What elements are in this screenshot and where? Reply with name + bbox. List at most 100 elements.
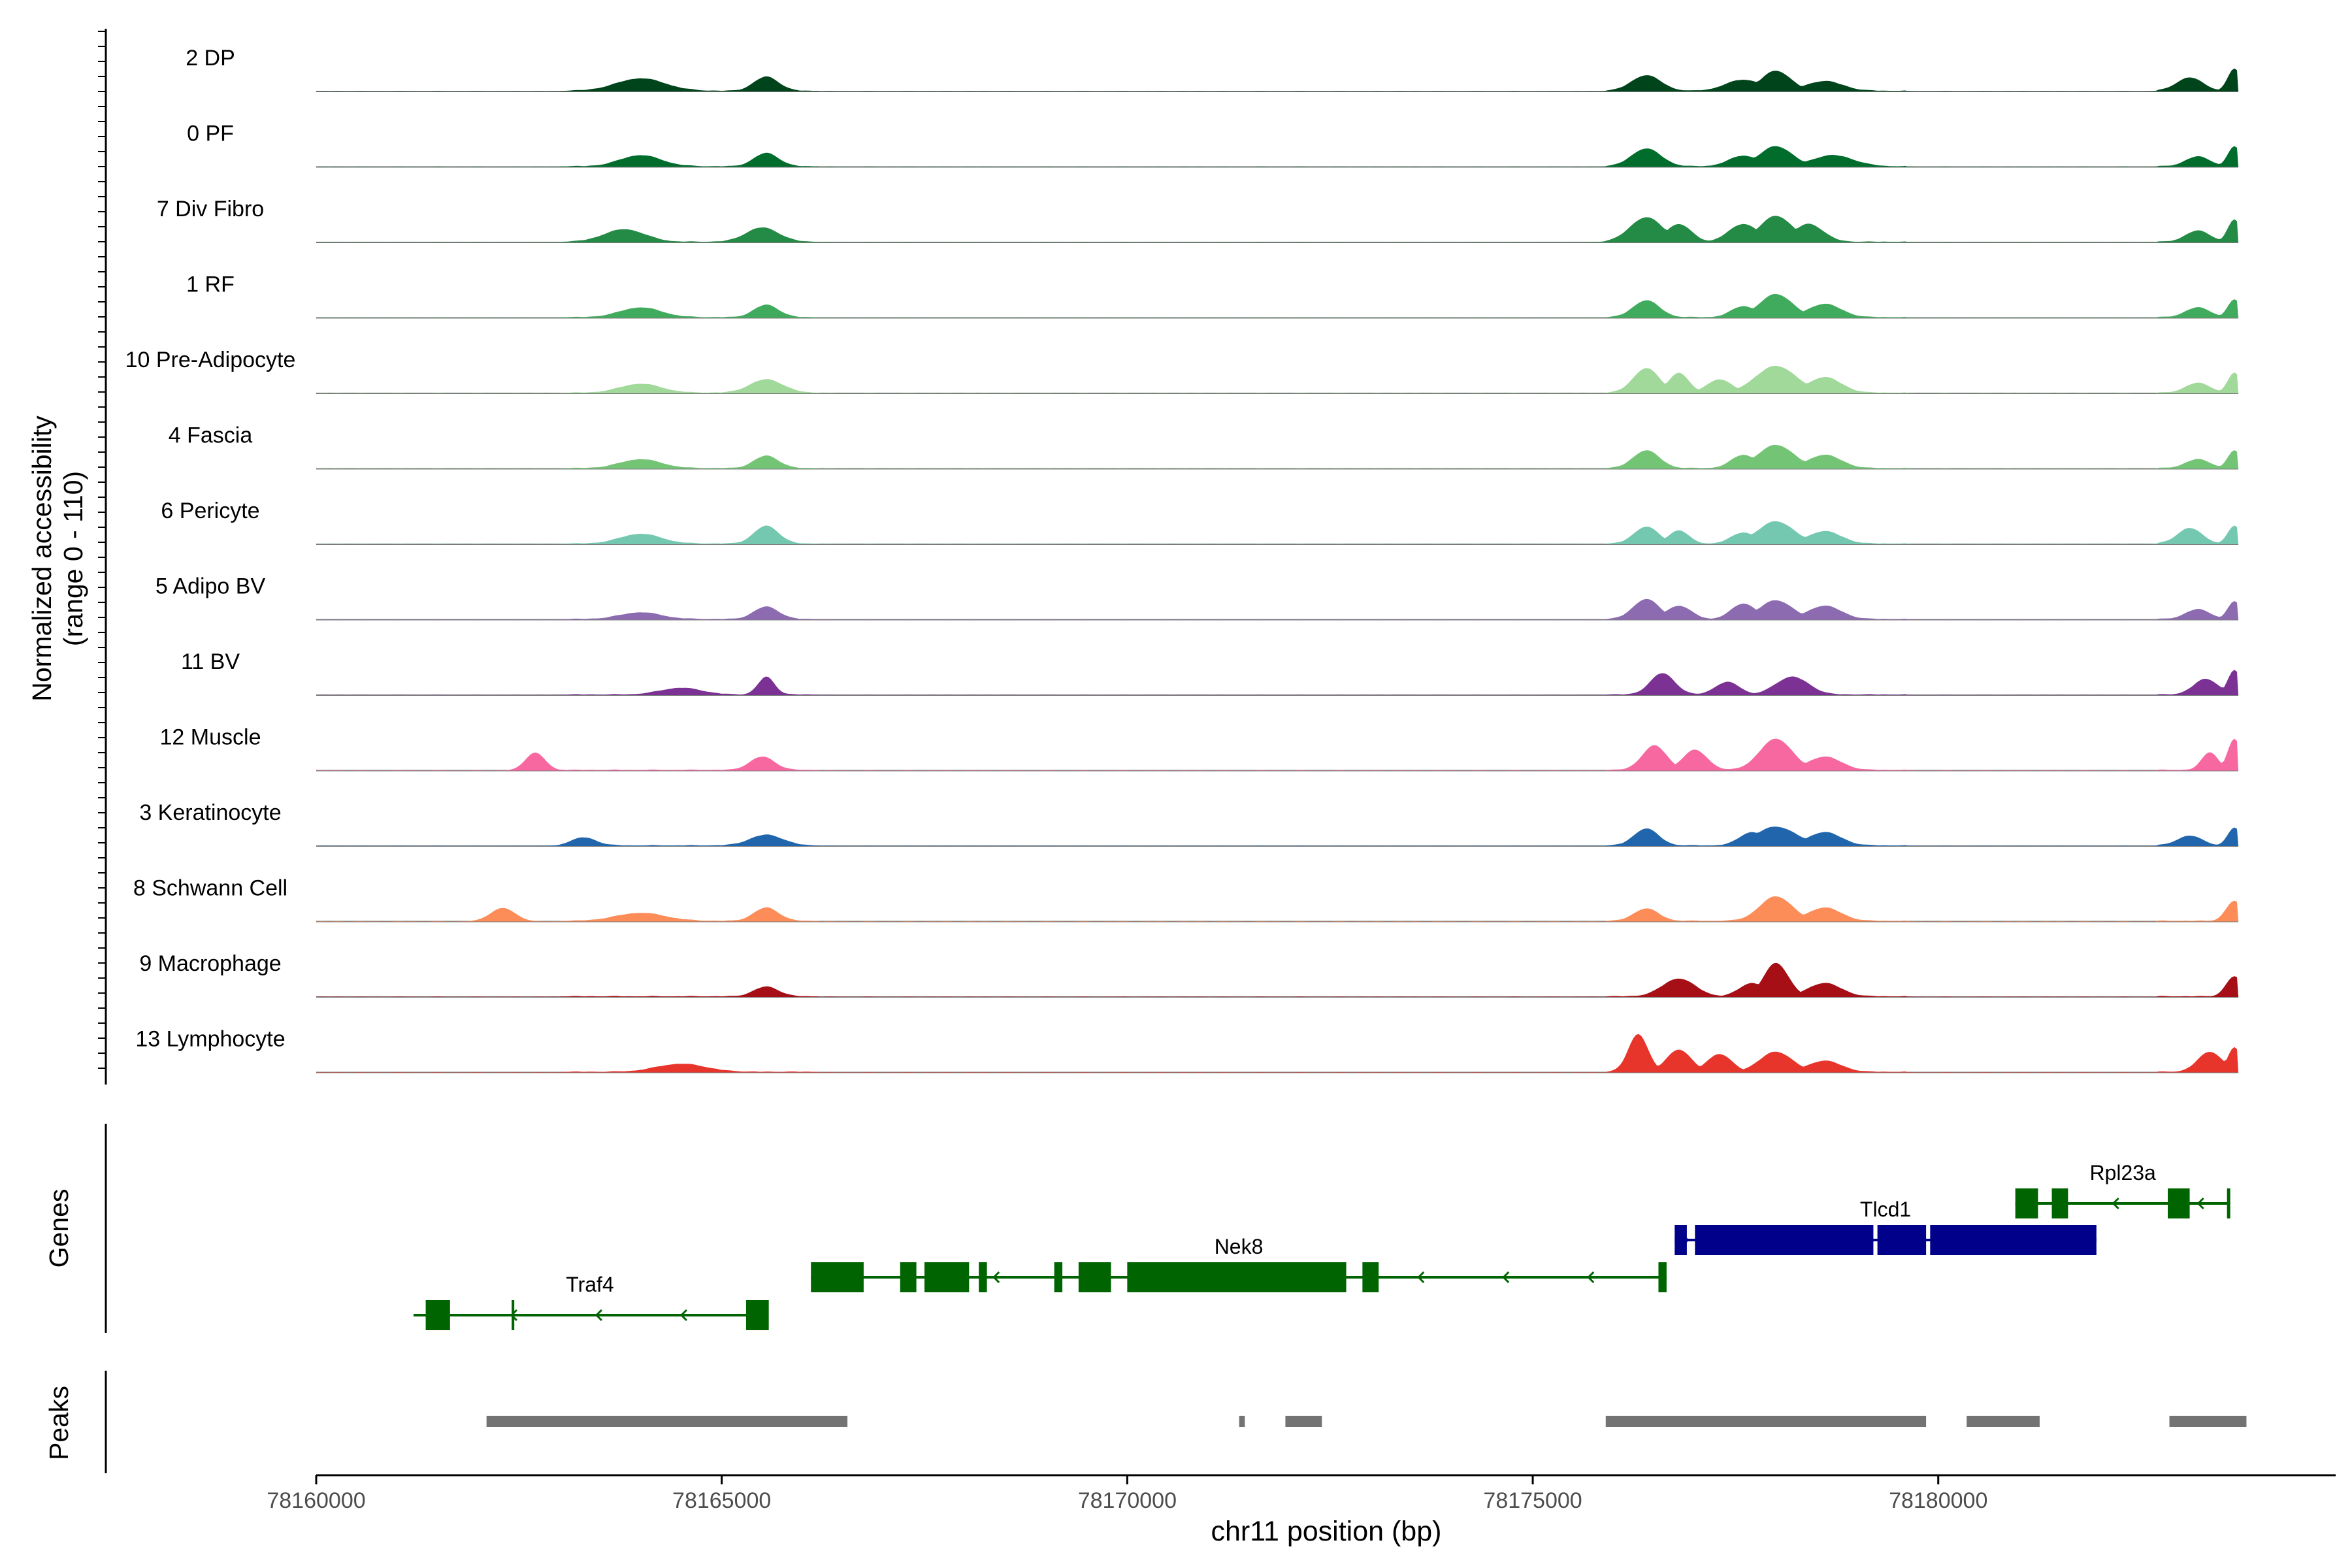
peak-region xyxy=(486,1416,848,1427)
track-label: 0 PF xyxy=(187,122,234,146)
track-8-schwann-cell: 8 Schwann Cell xyxy=(133,876,2239,923)
track-6-pericyte: 6 Pericyte xyxy=(161,498,2239,545)
coverage-area xyxy=(316,670,2239,695)
track-7-div-fibro: 7 Div Fibro xyxy=(157,197,2239,243)
gene-annotations: Traf4 Nek8 Tlcd1 Rpl23a xyxy=(413,1161,2230,1330)
exon xyxy=(1054,1262,1063,1292)
coverage-y-axis-ticks xyxy=(98,31,106,1069)
exon xyxy=(1362,1262,1379,1292)
track-9-macrophage: 9 Macrophage xyxy=(139,951,2239,998)
exon xyxy=(1078,1262,1111,1292)
exon xyxy=(811,1262,864,1292)
gene-nek8: Nek8 xyxy=(811,1235,1667,1292)
genes-panel-label: Genes xyxy=(44,1189,74,1268)
x-tick-label: 78170000 xyxy=(1078,1488,1177,1513)
track-label: 9 Macrophage xyxy=(139,951,281,976)
exon xyxy=(1674,1225,1687,1255)
exon xyxy=(979,1262,987,1292)
exon xyxy=(512,1300,515,1330)
strand-arrow xyxy=(1417,1271,1425,1284)
track-label: 13 Lymphocyte xyxy=(135,1027,285,1052)
x-tick-label: 78180000 xyxy=(1889,1488,1987,1513)
y-axis-title-range: (range 0 - 110) xyxy=(58,471,88,646)
exon xyxy=(2168,1188,2190,1218)
track-13-lymphocyte: 13 Lymphocyte xyxy=(135,1027,2239,1073)
track-2-dp: 2 DP xyxy=(186,46,2239,92)
peak-region xyxy=(1967,1416,2040,1427)
strand-arrow xyxy=(992,1271,1000,1284)
coverage-area xyxy=(316,146,2239,167)
x-tick-label: 78165000 xyxy=(672,1488,771,1513)
exon xyxy=(425,1300,450,1330)
coverage-area xyxy=(316,598,2239,620)
peak-region xyxy=(1239,1416,1245,1427)
strand-arrow xyxy=(595,1309,603,1322)
coverage-area xyxy=(316,68,2239,91)
track-11-bv: 11 BV xyxy=(181,649,2239,696)
track-12-muscle: 12 Muscle xyxy=(160,725,2239,772)
gene-label: Rpl23a xyxy=(2089,1161,2156,1184)
track-0-pf: 0 PF xyxy=(187,122,2239,168)
coverage-area xyxy=(316,738,2239,771)
coverage-area xyxy=(316,1034,2239,1073)
track-label: 2 DP xyxy=(186,46,235,71)
x-tick-label: 78160000 xyxy=(267,1488,365,1513)
gene-traf4: Traf4 xyxy=(413,1273,769,1330)
coverage-area xyxy=(316,216,2239,242)
track-label: 10 Pre-Adipocyte xyxy=(125,348,296,372)
track-label: 1 RF xyxy=(186,272,235,297)
strand-arrow xyxy=(1502,1271,1510,1284)
track-10-pre-adipocyte: 10 Pre-Adipocyte xyxy=(125,348,2239,394)
track-label: 8 Schwann Cell xyxy=(133,876,287,901)
peak-region xyxy=(1285,1416,1322,1427)
track-label: 6 Pericyte xyxy=(161,498,259,523)
track-label: 4 Fascia xyxy=(169,423,253,448)
strand-arrow xyxy=(679,1309,688,1322)
peak-region xyxy=(2169,1416,2247,1427)
exon xyxy=(2015,1188,2038,1218)
strand-arrow xyxy=(2197,1197,2204,1210)
strand-arrow xyxy=(1587,1271,1595,1284)
track-label: 7 Div Fibro xyxy=(157,197,264,221)
track-label: 3 Keratinocyte xyxy=(139,800,281,825)
coverage-tracks: 2 DP 0 PF 7 Div Fibro 1 RF 10 Pre-Adipocyte 4… xyxy=(125,46,2239,1073)
coverage-area xyxy=(316,365,2239,393)
x-axis-ticks: 78160000 78165000 78170000 78175000 78180000 xyxy=(267,1475,1987,1513)
x-axis-title: chr11 position (bp) xyxy=(1211,1516,1442,1547)
exon xyxy=(1658,1262,1667,1292)
exon xyxy=(745,1300,769,1330)
track-4-fascia: 4 Fascia xyxy=(169,423,2239,470)
peak-region xyxy=(1605,1416,1927,1427)
peak-regions xyxy=(486,1416,2247,1427)
exon xyxy=(924,1262,970,1292)
exon xyxy=(2227,1188,2230,1218)
track-label: 12 Muscle xyxy=(160,725,261,750)
gene-rpl23a: Rpl23a xyxy=(2015,1161,2230,1218)
exon xyxy=(1930,1225,2097,1255)
coverage-area xyxy=(316,521,2239,544)
gene-label: Tlcd1 xyxy=(1860,1198,1911,1221)
strand-arrow xyxy=(2112,1197,2119,1210)
x-tick-label: 78175000 xyxy=(1483,1488,1582,1513)
track-label: 11 BV xyxy=(181,649,240,674)
coverage-area xyxy=(316,293,2239,318)
track-1-rf: 1 RF xyxy=(186,272,2239,319)
exon xyxy=(1695,1225,1874,1255)
y-axis-title: Normalized accessibility xyxy=(27,416,57,702)
peaks-panel-label: Peaks xyxy=(44,1386,74,1460)
gene-label: Nek8 xyxy=(1215,1235,1264,1258)
exon xyxy=(1877,1225,1927,1255)
exon xyxy=(1127,1262,1347,1292)
track-label: 5 Adipo BV xyxy=(155,574,266,599)
exon xyxy=(900,1262,917,1292)
coverage-area xyxy=(316,826,2239,846)
exon xyxy=(2051,1188,2068,1218)
strand-arrow xyxy=(510,1309,518,1322)
gene-tlcd1: Tlcd1 xyxy=(1674,1198,2097,1255)
coverage-area xyxy=(316,896,2239,922)
gene-label: Traf4 xyxy=(566,1273,614,1296)
track-3-keratinocyte: 3 Keratinocyte xyxy=(139,800,2239,847)
coverage-area xyxy=(316,444,2239,469)
coverage-area xyxy=(316,963,2239,997)
